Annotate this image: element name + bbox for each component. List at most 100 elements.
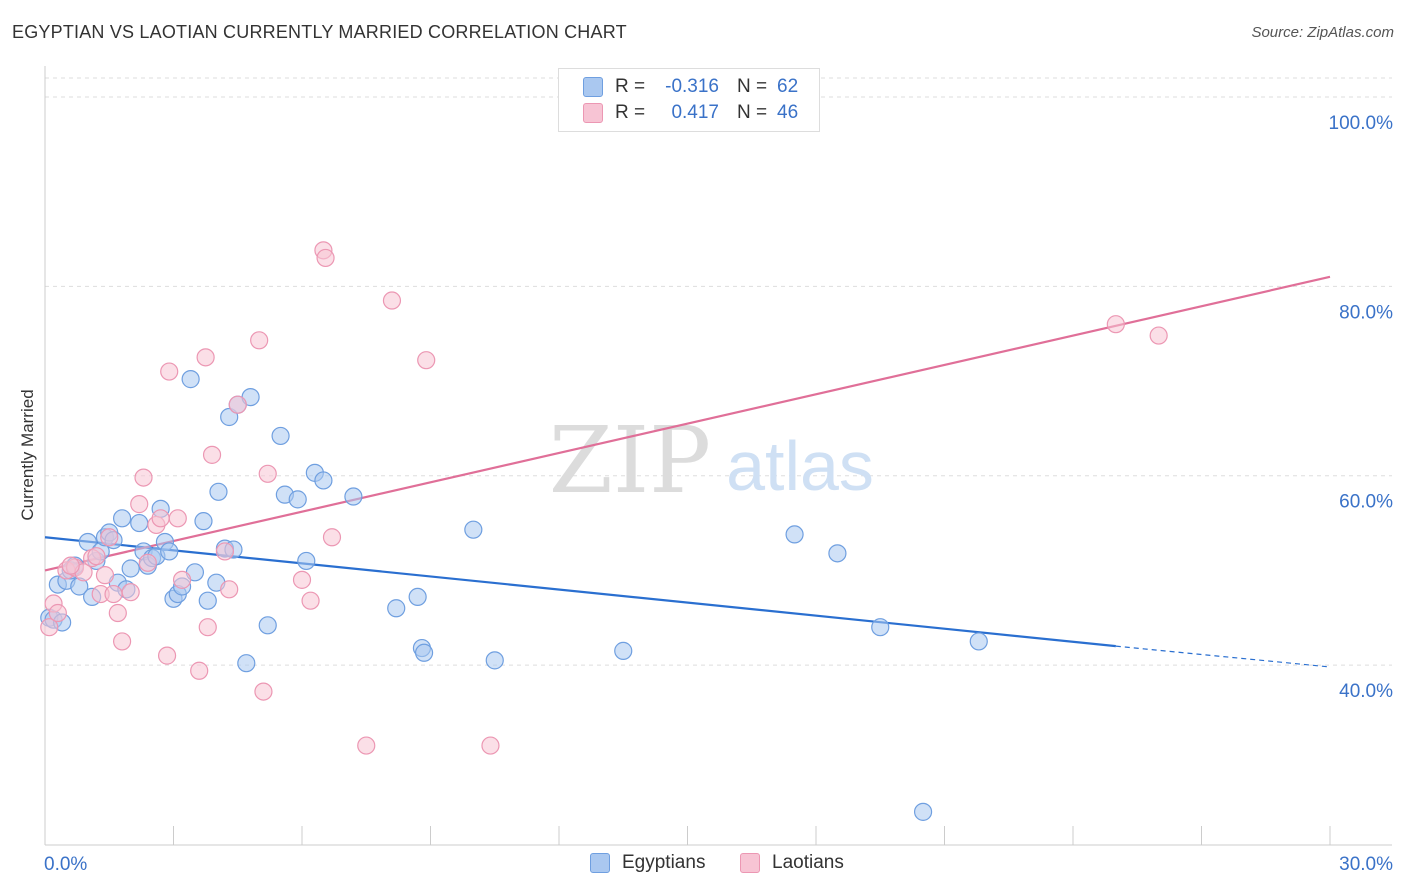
egyptians-point bbox=[288, 490, 307, 509]
egyptians-point bbox=[464, 520, 483, 539]
r-value: -0.316 bbox=[665, 76, 719, 97]
y-tick-label: 40.0% bbox=[1339, 681, 1393, 702]
laotians-point bbox=[228, 395, 247, 414]
laotians-point bbox=[61, 556, 80, 575]
laotians-point bbox=[134, 468, 153, 487]
n-label: N = bbox=[737, 76, 768, 97]
axes bbox=[44, 66, 1392, 846]
laotians-point bbox=[157, 646, 177, 665]
n-value: 62 bbox=[777, 76, 799, 97]
egyptians-point bbox=[181, 370, 200, 389]
laotians-point bbox=[417, 351, 436, 370]
laotians-point bbox=[254, 682, 273, 701]
laotians-point bbox=[172, 570, 192, 589]
legend-item-egyptians[interactable]: Egyptians bbox=[590, 852, 705, 874]
egyptians-trend-extension bbox=[1115, 645, 1331, 668]
watermark: ZIP atlas bbox=[549, 407, 874, 514]
laotians-point bbox=[48, 603, 67, 623]
y-tick-label: 100.0% bbox=[1329, 113, 1394, 134]
laotians-point bbox=[95, 566, 115, 585]
laotians-point bbox=[220, 580, 239, 599]
laotians-point bbox=[316, 248, 335, 268]
laotians-point bbox=[301, 591, 320, 610]
laotians-legend-swatch bbox=[740, 853, 760, 873]
laotians-point bbox=[151, 509, 170, 528]
laotians-point bbox=[198, 618, 217, 637]
data-points bbox=[40, 241, 1168, 821]
stats-legend: R = -0.316 N = 62 R = 0.417 N = 46 bbox=[558, 68, 820, 132]
laotians-point bbox=[357, 736, 376, 755]
laotians-point bbox=[112, 632, 132, 651]
stats-row-laotians: R = 0.417 N = 46 bbox=[583, 101, 798, 125]
egyptians-point bbox=[408, 587, 427, 607]
egyptians-legend-swatch bbox=[590, 853, 610, 873]
y-tick-label: 60.0% bbox=[1339, 492, 1393, 513]
laotians-point bbox=[202, 445, 222, 464]
egyptians-point bbox=[785, 525, 804, 544]
laotians-point bbox=[1149, 326, 1168, 345]
legend-label-laotians: Laotians bbox=[772, 852, 844, 873]
chart-source: Source: ZipAtlas.com bbox=[1251, 24, 1394, 41]
laotians-point bbox=[87, 547, 106, 566]
egyptians-point bbox=[194, 512, 213, 531]
laotians-swatch bbox=[583, 103, 603, 123]
laotians-point bbox=[121, 583, 140, 602]
egyptians-swatch bbox=[583, 77, 603, 97]
n-value: 46 bbox=[777, 102, 799, 123]
x-tick-label-max: 30.0% bbox=[1339, 854, 1393, 875]
egyptians-point bbox=[828, 544, 847, 563]
n-label: N = bbox=[737, 102, 768, 123]
egyptians-point bbox=[198, 591, 217, 610]
egyptians-point bbox=[220, 407, 239, 427]
egyptians-point bbox=[121, 559, 140, 578]
laotians-point bbox=[40, 618, 59, 637]
series-legend: Egyptians Laotians bbox=[0, 852, 1406, 876]
chart-title: EGYPTIAN VS LAOTIAN CURRENTLY MARRIED CO… bbox=[12, 22, 627, 42]
laotians-point bbox=[196, 348, 215, 367]
laotians-point bbox=[104, 584, 123, 604]
laotians-point bbox=[292, 570, 312, 589]
egyptians-point bbox=[913, 802, 933, 821]
laotians-point bbox=[250, 331, 269, 350]
laotians-trend-line bbox=[44, 275, 1331, 572]
legend-label-egyptians: Egyptians bbox=[622, 852, 706, 873]
egyptians-point bbox=[160, 542, 179, 561]
laotians-point bbox=[215, 542, 234, 561]
laotians-point bbox=[130, 495, 149, 514]
laotians-point bbox=[258, 464, 277, 483]
watermark-atlas: atlas bbox=[726, 427, 874, 505]
r-label: R = bbox=[615, 102, 646, 123]
laotians-point bbox=[382, 291, 402, 310]
laotians-point bbox=[1106, 315, 1125, 334]
egyptians-point bbox=[485, 651, 504, 670]
r-label: R = bbox=[615, 76, 646, 97]
laotians-point bbox=[138, 553, 157, 572]
gridlines bbox=[45, 77, 1392, 666]
laotians-point bbox=[160, 362, 179, 381]
egyptians-point bbox=[344, 487, 363, 506]
egyptians-point bbox=[271, 426, 290, 446]
laotians-point bbox=[190, 661, 209, 680]
egyptians-point bbox=[258, 616, 277, 635]
laotians-point bbox=[322, 528, 342, 547]
egyptians-point bbox=[237, 654, 256, 673]
egyptians-point bbox=[130, 513, 149, 533]
y-tick-label: 80.0% bbox=[1339, 302, 1393, 323]
egyptians-point bbox=[969, 632, 988, 651]
tick-labels: 40.0% 60.0% 80.0% 100.0% 0.0% 30.0% bbox=[44, 113, 1393, 875]
egyptians-point bbox=[614, 641, 633, 660]
egyptians-point bbox=[314, 471, 333, 490]
stats-row-egyptians: R = -0.316 N = 62 bbox=[583, 75, 798, 99]
r-value: 0.417 bbox=[671, 102, 719, 123]
x-tick-label-min: 0.0% bbox=[44, 854, 87, 875]
egyptians-point bbox=[209, 482, 228, 501]
legend-item-laotians[interactable]: Laotians bbox=[740, 852, 844, 874]
egyptians-point bbox=[112, 509, 132, 528]
egyptians-point bbox=[871, 618, 890, 637]
laotians-point bbox=[100, 528, 119, 547]
egyptians-point bbox=[387, 599, 406, 618]
egyptians-point bbox=[297, 551, 316, 571]
laotians-point bbox=[168, 509, 187, 528]
egyptians-point bbox=[414, 643, 434, 662]
